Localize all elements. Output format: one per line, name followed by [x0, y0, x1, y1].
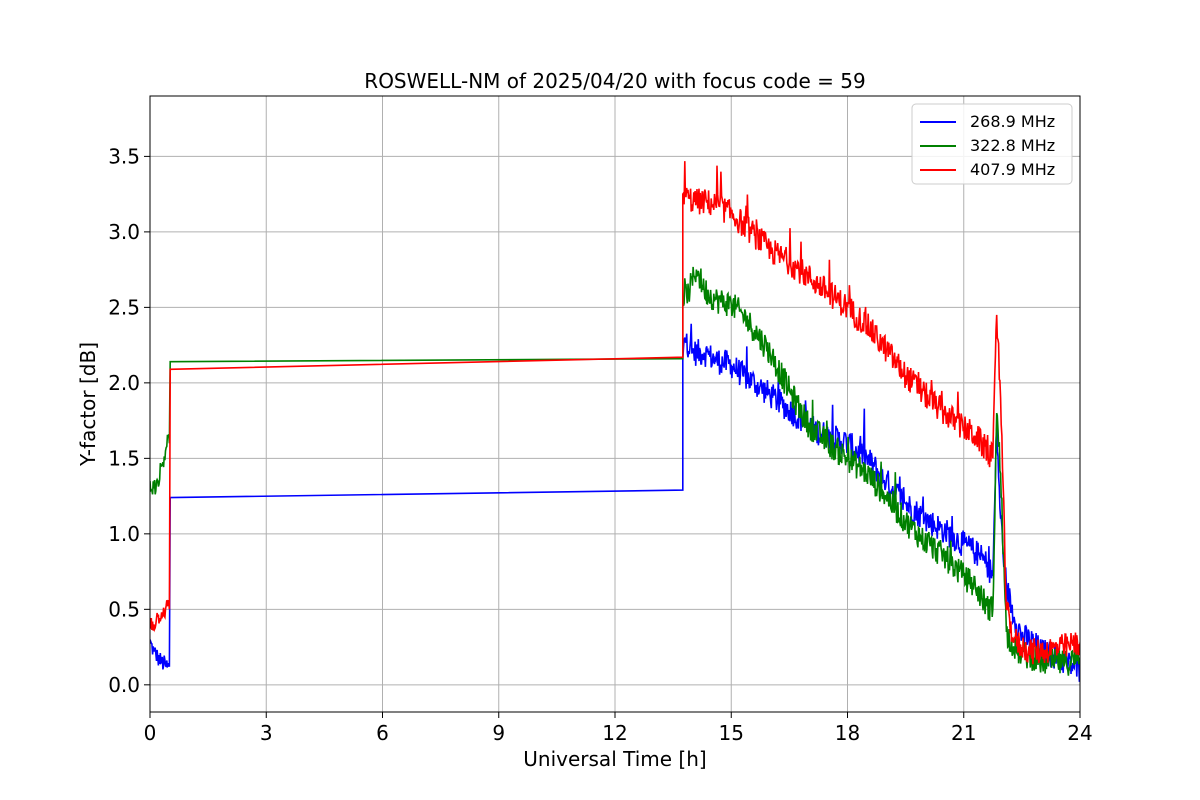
series-line-1: [150, 323, 1080, 682]
legend-entry: 322.8 MHz: [970, 136, 1055, 155]
series-lines: [150, 161, 1080, 682]
y-tick-label: 2.0: [108, 371, 140, 395]
legend-box: [911, 103, 1073, 185]
legend-entry: 268.9 MHz: [970, 112, 1055, 131]
y-tick-label: 3.5: [108, 144, 140, 168]
y-tick-label: 0.0: [108, 673, 140, 697]
grid: [149, 96, 1081, 712]
x-tick-label: 24: [1067, 721, 1092, 745]
series-line-2: [150, 266, 1080, 676]
x-tick-label: 6: [376, 721, 389, 745]
x-tick-label: 12: [602, 721, 627, 745]
x-tick-label: 21: [951, 721, 976, 745]
x-tick-label: 0: [144, 721, 157, 745]
x-axis-label: Universal Time [h]: [523, 747, 706, 771]
x-tick-label: 18: [835, 721, 860, 745]
y-tick-label: 3.0: [108, 220, 140, 244]
chart-title: ROSWELL-NM of 2025/04/20 with focus code…: [364, 69, 865, 93]
legend: 268.9 MHz 322.8 MHz 407.9 MHz: [911, 103, 1073, 185]
x-tick-label: 3: [260, 721, 273, 745]
x-tick-label: 9: [492, 721, 505, 745]
y-tick-label: 0.5: [108, 597, 140, 621]
y-tick-label: 1.5: [108, 446, 140, 470]
y-tick-label: 2.5: [108, 295, 140, 319]
series-line-3: [150, 161, 1080, 665]
legend-entry: 407.9 MHz: [970, 160, 1055, 179]
y-tick-label: 1.0: [108, 522, 140, 546]
y-axis-label: Y-factor [dB]: [76, 342, 100, 467]
x-tick-label: 15: [719, 721, 744, 745]
axis-ticks: 0 3 6 9 12 15 18 21 24 0.0 0.5 1.0 1.5 2.0 2.5 3.0 3.5: [108, 144, 1093, 745]
